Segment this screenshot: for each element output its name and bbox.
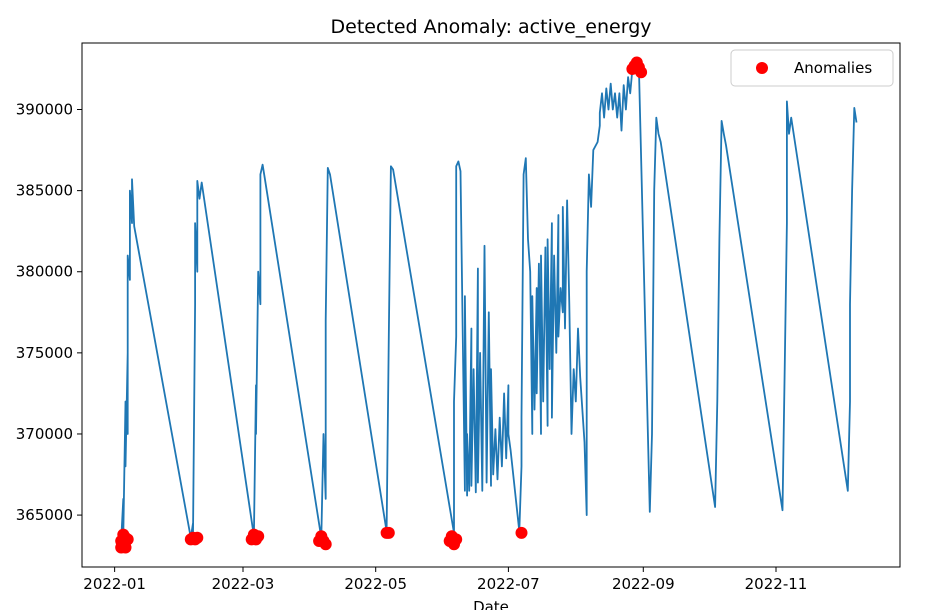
- anomaly-point: [450, 533, 463, 546]
- anomaly-point: [635, 66, 648, 79]
- x-axis: 2022-01 2022-03 2022-05 2022-07 2022-09 2022-…: [83, 567, 807, 593]
- anomaly-point: [121, 533, 134, 546]
- x-axis-label: Date: [473, 598, 509, 610]
- active-energy-line: [120, 63, 858, 540]
- legend: Anomalies: [730, 49, 894, 87]
- x-tick-label: 2022-05: [344, 575, 407, 593]
- x-tick-label: 2022-09: [612, 575, 675, 593]
- legend-label-anomalies: Anomalies: [794, 59, 872, 77]
- x-tick-label: 2022-01: [83, 575, 146, 593]
- y-tick-label: 380000: [16, 263, 73, 281]
- x-tick-label: 2022-03: [212, 575, 275, 593]
- anomaly-point: [319, 538, 332, 551]
- y-axis: 365000 370000 375000 380000 385000 390000: [16, 101, 82, 524]
- y-tick-label: 375000: [16, 344, 73, 362]
- plot-area: [115, 56, 858, 554]
- x-tick-label: 2022-11: [745, 575, 808, 593]
- plot-frame: [81, 42, 901, 568]
- anomaly-point: [382, 526, 395, 539]
- y-tick-label: 385000: [16, 182, 73, 200]
- y-tick-label: 390000: [16, 101, 73, 119]
- x-tick-label: 2022-07: [477, 575, 540, 593]
- legend-box: [730, 49, 894, 87]
- anomaly-point: [191, 531, 204, 544]
- y-tick-label: 370000: [16, 425, 73, 443]
- y-tick-label: 365000: [16, 506, 73, 524]
- anomaly-point: [252, 530, 265, 543]
- legend-marker-anomalies: [756, 62, 768, 74]
- anomaly-point: [515, 526, 528, 539]
- chart-title: Detected Anomaly: active_energy: [331, 16, 652, 38]
